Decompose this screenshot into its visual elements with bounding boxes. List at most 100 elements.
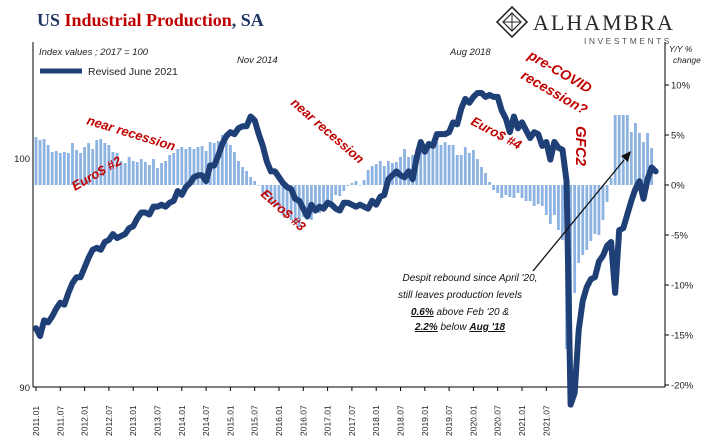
yoy-bar — [601, 185, 605, 220]
yoy-bar — [634, 123, 637, 185]
yoy-bar — [504, 185, 508, 195]
yoy-bar — [326, 185, 329, 203]
yoy-bar — [382, 166, 386, 185]
yoy-bar — [419, 151, 423, 185]
yoy-bar — [241, 167, 244, 185]
yoy-bar — [318, 185, 321, 213]
yoy-bar — [200, 146, 204, 185]
yoy-bar — [544, 185, 548, 215]
yoy-bar — [99, 139, 103, 185]
yoy-bar — [577, 185, 581, 263]
yoy-bar — [386, 161, 390, 185]
yoy-bar — [160, 163, 163, 185]
yoy-bar — [281, 185, 285, 215]
yoy-bar — [83, 147, 86, 185]
yoy-bar — [553, 185, 556, 215]
yoy-bar — [512, 185, 516, 198]
yoy-bar — [593, 185, 597, 234]
x-tick-label: 2020.01 — [468, 405, 478, 436]
yoy-bar — [423, 153, 427, 185]
x-tick-label: 2016.01 — [274, 405, 284, 436]
yoy-bar — [143, 162, 147, 185]
yoy-bar — [573, 185, 577, 293]
legend-label: Revised June 2021 — [88, 66, 178, 78]
yoy-bar — [233, 152, 236, 185]
yoy-bar — [374, 164, 378, 185]
right-tick-label: -5% — [671, 231, 688, 242]
x-tick-label: 2018.01 — [371, 405, 381, 436]
yoy-bar — [257, 185, 261, 186]
legend: Revised June 2021 — [40, 66, 178, 78]
right-tick-label: 10% — [671, 81, 691, 92]
x-tick-label: 2021.01 — [517, 405, 527, 436]
yoy-bar — [492, 185, 496, 190]
yoy-bar — [322, 185, 325, 209]
title-part-1: US — [37, 10, 65, 30]
yoy-bar — [496, 185, 500, 193]
yoy-bar — [488, 182, 491, 185]
yoy-bar — [305, 185, 309, 213]
yoy-bar — [435, 142, 439, 185]
yoy-bar — [180, 147, 184, 185]
yoy-bar — [447, 145, 451, 185]
yoy-bar — [50, 152, 54, 185]
yoy-bar — [164, 161, 167, 185]
yoy-bar — [403, 149, 406, 185]
yoy-bar — [646, 133, 649, 185]
title-part-2: Industrial Production — [65, 10, 232, 30]
annotation-nov-2014: Nov 2014 — [237, 55, 278, 66]
note-peak-date: Aug '18 — [468, 322, 505, 333]
chart-subtitle: Index values ; 2017 = 100 — [39, 47, 149, 58]
yoy-bar — [342, 185, 346, 191]
axes — [32, 42, 666, 388]
yoy-bar — [42, 139, 46, 185]
yoy-bar — [431, 149, 435, 185]
note-pct-above: 0.6% — [411, 307, 434, 318]
yoy-bar — [261, 185, 265, 193]
yoy-bar — [196, 147, 200, 185]
yoy-bar — [192, 149, 196, 185]
yoy-bar — [638, 133, 641, 185]
yoy-bar — [597, 185, 601, 235]
yoy-bar — [188, 147, 192, 185]
x-tick-label: 2017.01 — [323, 405, 333, 436]
yoy-bar — [484, 173, 487, 185]
yoy-bar — [103, 143, 107, 185]
yoy-bar — [95, 140, 99, 185]
yoy-bar — [224, 142, 228, 185]
yoy-bar — [358, 185, 362, 186]
yoy-bar — [350, 183, 354, 185]
right-tick-label: -20% — [671, 381, 694, 392]
x-tick-label: 2013.07 — [153, 405, 163, 436]
x-tick-label: 2014.07 — [201, 405, 211, 436]
yoy-bar — [451, 145, 455, 185]
annotation-aug-2018: Aug 2018 — [449, 47, 491, 58]
yoy-bar — [354, 181, 358, 185]
yoy-bar — [277, 185, 281, 209]
yoy-bar — [642, 142, 645, 185]
yoy-bar — [156, 168, 159, 185]
yoy-bar — [229, 145, 232, 185]
yoy-bar — [119, 161, 123, 185]
yoy-bar — [265, 185, 269, 197]
yoy-bar — [480, 167, 483, 185]
yoy-bar — [245, 171, 248, 185]
yoy-bar — [629, 132, 633, 185]
yoy-bar — [176, 149, 180, 185]
yoy-bar — [249, 177, 253, 185]
yoy-bar — [581, 185, 585, 255]
y2-label-line1: Y/Y % — [669, 44, 693, 54]
right-tick-label: -15% — [671, 331, 694, 342]
yoy-bar — [617, 115, 621, 185]
note-line-2: still leaves production levels — [398, 290, 522, 301]
yoy-bar — [585, 185, 589, 250]
yoy-bar — [427, 143, 431, 185]
x-tick-label: 2016.07 — [298, 405, 308, 436]
note-line-4-mid: below — [438, 322, 470, 333]
yoy-bar — [536, 185, 540, 204]
yoy-bar — [338, 185, 342, 196]
yoy-bar — [459, 155, 463, 185]
annotation-gfc2: GFC2 — [572, 126, 589, 167]
right-tick-label: 5% — [671, 131, 685, 142]
